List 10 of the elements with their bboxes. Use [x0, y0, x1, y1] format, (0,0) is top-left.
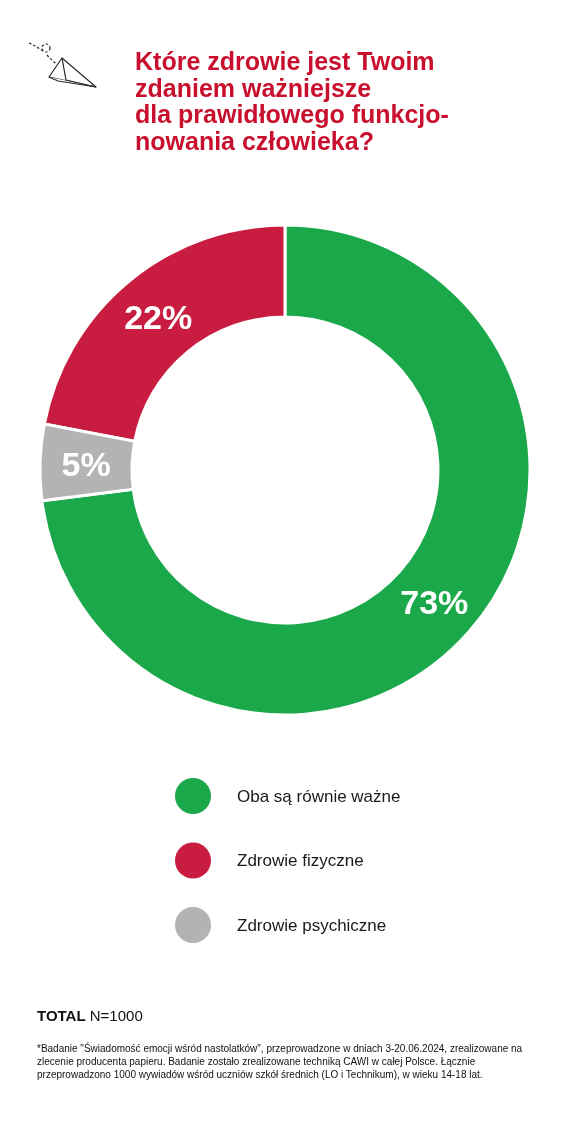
donut-slice — [40, 223, 532, 717]
legend-label: Zdrowie psychiczne — [237, 915, 387, 935]
data-label: 73% — [400, 582, 469, 621]
text: TOTAL N=1000 — [37, 1007, 143, 1024]
text: *Badanie "Świadomość emocji wśród nastolatków", przeprowadzone w dniach 3-20.06.2024, zrealizowane na zlecenie producenta papieru. Badanie zostało zrealizowane techniką CAWI w całej Polsce. Łącznie przeprowadzono 1000 wywiadów wśród uczniów szkół średnich (LO i Technikum), w wieku 14-18 lat. — [37, 1042, 523, 1080]
data-label: 22% — [124, 297, 193, 336]
data-label: 5% — [61, 444, 111, 483]
legend-label: Zdrowie fizyczne — [237, 851, 364, 871]
chart-title: Które zdrowie jest Twoim zdaniem ważniejsze dla prawidłowego funkcjo- nowania człowieka? — [135, 47, 449, 155]
legend-label: Oba są równie ważne — [237, 786, 401, 806]
